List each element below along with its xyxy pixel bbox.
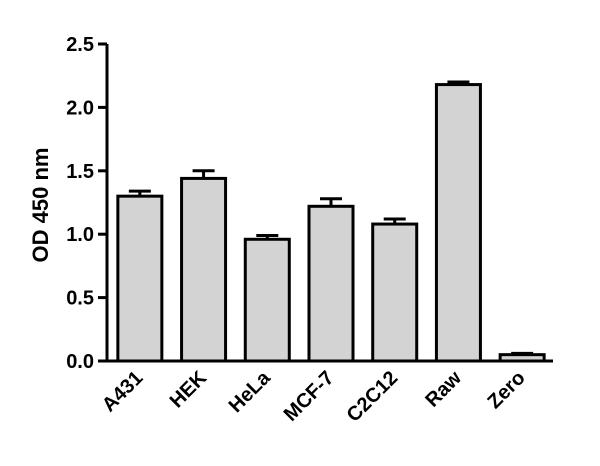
y-tick-labels: 0.0 0.5 1.0 1.5 2.0 2.5	[66, 34, 94, 373]
x-tick-label: MCF-7	[280, 367, 339, 426]
bar-c2c12	[371, 222, 419, 363]
x-tick-label: HEK	[166, 367, 212, 413]
y-tick-label: 2.5	[66, 34, 94, 56]
y-tick-label: 0.5	[66, 288, 94, 310]
bar-hela	[243, 237, 291, 363]
x-tick-label: Raw	[421, 367, 466, 412]
y-tick-label: 0.0	[66, 351, 94, 373]
x-tick-label: Zero	[483, 367, 529, 413]
bar-mcf-7	[307, 204, 355, 363]
x-tick-label: HeLa	[225, 366, 276, 417]
bar-a431	[116, 194, 164, 363]
bar-zero	[498, 353, 546, 363]
bars	[116, 80, 546, 363]
x-tick-labels: A431 HEK HeLa MCF-7 C2C12 Raw Zero	[98, 366, 530, 426]
x-tick-label: A431	[98, 367, 147, 416]
y-tick-label: 1.5	[66, 161, 94, 183]
y-tick-label: 1.0	[66, 224, 94, 246]
y-tick-label: 2.0	[66, 97, 94, 119]
bar-hek	[180, 176, 228, 363]
bar-raw	[434, 83, 482, 363]
y-axis-title: OD 450 nm	[28, 148, 53, 263]
x-tick-label: C2C12	[343, 367, 403, 427]
